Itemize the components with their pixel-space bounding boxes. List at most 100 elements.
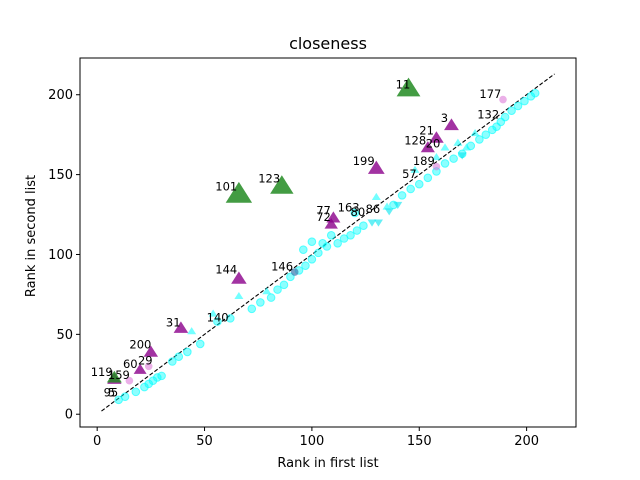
data-point: [520, 96, 529, 106]
data-point: [131, 387, 141, 397]
data-point: [359, 221, 368, 231]
data-point: [301, 261, 310, 270]
point-label: 3: [441, 111, 448, 125]
data-point: [431, 152, 441, 161]
point-label: 29: [138, 354, 153, 368]
data-point: [367, 160, 385, 174]
data-point: [318, 238, 327, 248]
data-point: [475, 135, 484, 144]
chart-title: closeness: [289, 34, 367, 53]
point-label: 31: [166, 315, 181, 329]
point-label: 163: [338, 200, 360, 214]
data-point: [350, 208, 360, 218]
data-point: [423, 173, 433, 183]
data-point: [449, 154, 458, 163]
data-point: [397, 191, 407, 200]
plot-frame: [79, 57, 577, 428]
y-tick-label: 200: [48, 88, 73, 103]
points-layer: [106, 77, 540, 405]
data-point: [414, 179, 424, 189]
data-point: [487, 125, 497, 135]
point-label: 140: [207, 311, 229, 325]
data-point: [133, 363, 147, 374]
data-point: [307, 237, 317, 247]
data-point: [453, 138, 463, 146]
point-label: 144: [215, 263, 237, 277]
data-point: [429, 131, 444, 143]
point-label: 21: [419, 124, 434, 138]
data-point: [106, 370, 122, 383]
x-tick-label: 0: [93, 434, 101, 449]
data-point: [393, 201, 403, 210]
plot-area: [79, 57, 577, 428]
data-point: [144, 379, 154, 389]
ticks-layer: 0 50 100 150 200 0 50 100 150 200: [48, 88, 539, 449]
data-point: [148, 376, 158, 385]
x-axis-label: Rank in first list: [277, 456, 378, 471]
data-point: [371, 192, 381, 201]
point-label: 77: [316, 204, 331, 218]
data-point: [500, 112, 510, 122]
data-point: [299, 245, 308, 254]
data-point: [322, 242, 332, 251]
point-label: 95: [104, 386, 119, 400]
data-point: [256, 298, 265, 307]
point-label: 60: [123, 357, 138, 371]
data-point: [262, 287, 272, 295]
data-point: [208, 309, 218, 317]
data-point: [373, 219, 383, 227]
point-label: 146: [271, 259, 293, 273]
data-point: [324, 218, 338, 229]
data-point: [410, 165, 420, 173]
data-point: [279, 280, 289, 290]
data-point: [266, 293, 276, 302]
y-tick-label: 150: [48, 168, 73, 183]
data-point: [231, 271, 247, 284]
point-label: 200: [129, 338, 151, 352]
point-label: 11: [396, 77, 411, 91]
data-point: [346, 231, 355, 240]
data-point: [432, 162, 441, 171]
data-point: [333, 238, 342, 248]
x-tick-label: 100: [299, 434, 324, 449]
data-point: [213, 317, 222, 326]
point-label: 119: [91, 365, 113, 379]
data-point: [144, 362, 153, 371]
data-point: [234, 291, 244, 300]
y-tick-label: 100: [48, 248, 73, 263]
data-point: [470, 129, 480, 137]
data-point: [168, 357, 177, 366]
data-point: [157, 371, 166, 381]
data-point: [187, 327, 197, 335]
data-point: [507, 106, 516, 116]
data-point: [396, 77, 421, 97]
y-tick-label: 50: [56, 328, 73, 343]
y-axis-label: Rank in second list: [24, 175, 39, 297]
data-point: [174, 352, 184, 362]
y-tick-label: 0: [65, 408, 73, 423]
data-point: [125, 376, 134, 385]
data-point: [481, 130, 491, 139]
data-point: [273, 285, 282, 294]
data-point: [290, 268, 299, 276]
point-label: 57: [402, 167, 417, 181]
data-point: [461, 143, 471, 151]
data-point: [513, 101, 523, 111]
data-point: [384, 208, 394, 216]
data-point: [226, 314, 235, 323]
point-label: 159: [108, 368, 130, 382]
data-point: [307, 254, 317, 264]
data-point: [526, 92, 536, 101]
x-tick-label: 150: [407, 434, 432, 449]
data-point: [440, 159, 450, 168]
point-label: 101: [215, 180, 237, 194]
point-label: 189: [413, 154, 435, 168]
data-point: [444, 118, 459, 131]
data-point: [382, 202, 392, 210]
data-point: [247, 304, 257, 314]
point-label: 199: [353, 154, 375, 168]
data-point: [530, 88, 540, 98]
data-point: [326, 231, 336, 240]
